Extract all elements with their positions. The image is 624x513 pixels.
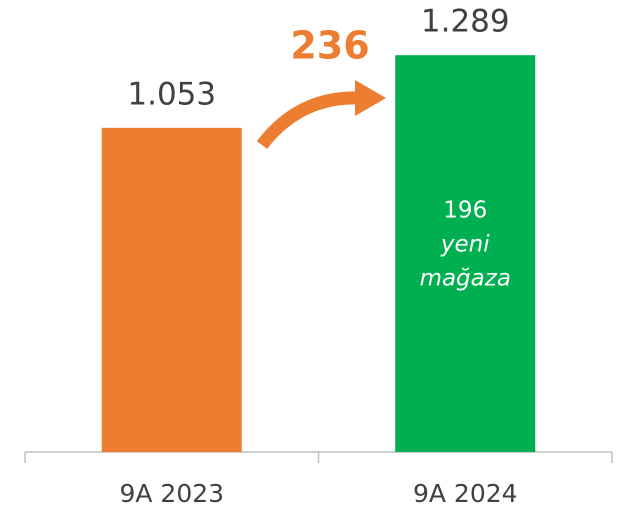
value-label: 1.053 (127, 76, 216, 112)
x-tick-label: 9A 2023 (119, 479, 224, 508)
bar-inner-label: 196 (443, 198, 487, 224)
x-tick-label: 9A 2024 (413, 479, 518, 508)
arrow-head (355, 80, 386, 116)
difference-annotation: 236 (290, 24, 369, 68)
bar (101, 127, 242, 453)
arrow (256, 91, 363, 150)
bar-inner-label: mağaza (420, 266, 511, 292)
bar-inner-label: yeni (440, 232, 490, 258)
bar (395, 55, 536, 452)
value-label: 1.289 (421, 4, 510, 40)
